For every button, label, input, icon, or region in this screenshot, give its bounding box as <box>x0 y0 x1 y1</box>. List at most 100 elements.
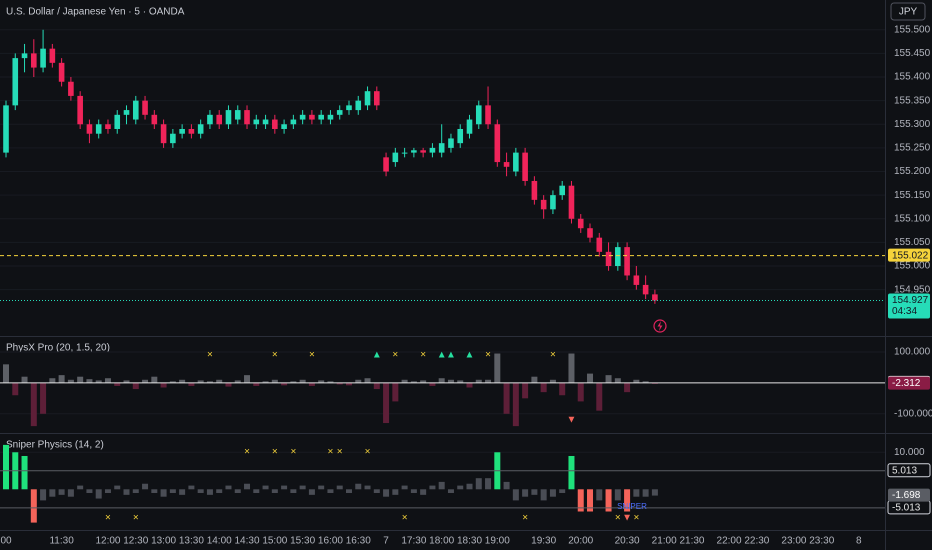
histogram-bar <box>132 382 139 390</box>
candle-body <box>411 150 417 153</box>
candle-body <box>475 105 482 125</box>
candle-body <box>457 128 464 144</box>
histogram-bar <box>169 489 176 493</box>
histogram-bar <box>281 485 288 490</box>
histogram-bar <box>392 382 399 402</box>
x-tick-label: 23:00 <box>781 536 806 547</box>
x-tick-label: 13:30 <box>179 536 204 547</box>
signal-marker: × <box>337 447 343 458</box>
histogram-bar <box>216 379 223 383</box>
histogram-bar <box>633 489 640 497</box>
histogram-bar <box>308 382 315 386</box>
signal-annotation: SNIPER <box>617 502 647 511</box>
histogram-bar <box>549 489 556 497</box>
histogram-bar <box>512 382 519 427</box>
candle-body <box>364 91 371 106</box>
histogram-bar <box>364 485 371 490</box>
histogram-bar <box>281 382 288 386</box>
currency-label[interactable]: JPY <box>899 7 918 18</box>
histogram-bar <box>355 379 362 383</box>
candle-body <box>522 152 528 181</box>
histogram-bar <box>58 489 65 495</box>
histogram-bar <box>559 489 566 493</box>
x-tick-label: 14:30 <box>235 536 260 547</box>
histogram-bar <box>420 489 427 495</box>
candle-body <box>262 119 269 125</box>
histogram-bar <box>3 444 9 490</box>
histogram-bar <box>457 380 464 383</box>
histogram-bar <box>132 489 139 493</box>
candle-body <box>429 147 436 153</box>
histogram-bar <box>179 489 186 495</box>
candle-body <box>132 100 139 120</box>
candle-body <box>605 251 612 267</box>
x-tick-label: 8 <box>856 536 862 547</box>
histogram-bar <box>77 376 84 383</box>
histogram-bar <box>95 380 102 383</box>
candle-body <box>540 199 547 210</box>
candle-body <box>21 53 28 59</box>
histogram-bar <box>633 379 640 383</box>
histogram-bar <box>77 485 84 490</box>
histogram-bar <box>244 375 251 383</box>
candle-body <box>95 124 102 134</box>
histogram-bar <box>485 379 492 383</box>
currency-button[interactable] <box>890 2 926 21</box>
candle-body <box>105 124 111 129</box>
histogram-bar <box>559 382 566 396</box>
x-tick-label: 15:00 <box>262 536 287 547</box>
candle-body <box>448 138 454 148</box>
histogram-bar <box>549 379 556 383</box>
histogram-bar <box>642 381 649 383</box>
alert-icon[interactable] <box>653 319 667 333</box>
value-label: -2.312 <box>892 378 921 389</box>
x-tick-label: 22:00 <box>717 536 742 547</box>
x-tick-label: 14:00 <box>207 536 232 547</box>
histogram-bar <box>345 489 352 493</box>
candle-body <box>374 91 380 106</box>
candle-body <box>123 110 130 115</box>
x-tick-label: 18:30 <box>457 536 482 547</box>
x-tick-label: 22:30 <box>744 536 769 547</box>
candle-body <box>559 185 565 196</box>
x-tick-label: 21:00 <box>652 536 677 547</box>
candle-body <box>309 114 315 120</box>
histogram-bar <box>262 381 269 383</box>
histogram-bar <box>485 478 492 490</box>
histogram-bar <box>244 483 251 490</box>
signal-marker: × <box>272 447 278 458</box>
x-tick-label: 20:30 <box>615 536 640 547</box>
signal-marker: × <box>105 513 111 524</box>
histogram-bar <box>30 489 37 523</box>
y-tick-label: 155.450 <box>894 48 931 59</box>
histogram-bar <box>58 375 65 383</box>
histogram-bar <box>540 382 547 393</box>
histogram-bar <box>197 380 204 383</box>
x-tick-label: 16:30 <box>346 536 371 547</box>
candle-body <box>652 294 658 301</box>
histogram-bar <box>216 489 223 493</box>
candle-body <box>207 114 213 125</box>
price-label-box <box>887 463 931 478</box>
signal-marker: × <box>328 447 334 458</box>
histogram-bar <box>86 379 93 383</box>
candle-body <box>40 48 46 68</box>
histogram-bar <box>197 489 204 493</box>
candle-body <box>577 218 584 229</box>
histogram-bar <box>438 481 445 490</box>
candle-body <box>401 152 408 154</box>
signal-marker: × <box>133 513 139 524</box>
price-label: 155.022 <box>892 250 929 261</box>
histogram-bar <box>605 489 612 512</box>
signal-marker: ▲ <box>372 350 382 361</box>
histogram-bar <box>234 380 241 383</box>
y-tick-label: 154.950 <box>894 284 931 295</box>
candle-body <box>503 162 510 167</box>
histogram-bar <box>299 485 306 490</box>
y-tick-label: 155.150 <box>894 190 931 201</box>
histogram-bar <box>179 379 186 383</box>
signal-marker: × <box>420 350 426 361</box>
histogram-bar <box>624 489 631 512</box>
histogram-bar <box>290 381 297 383</box>
